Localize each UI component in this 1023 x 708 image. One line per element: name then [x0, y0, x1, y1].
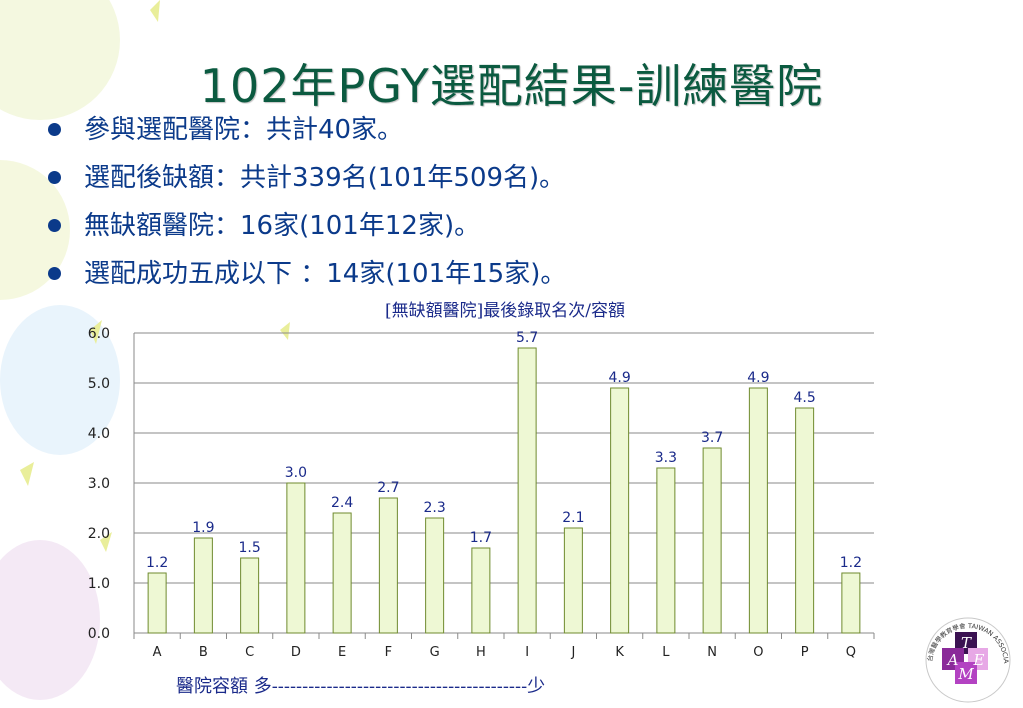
data-label: 4.5 — [793, 390, 815, 406]
bar — [748, 387, 768, 634]
bar — [378, 497, 398, 634]
bar — [610, 387, 630, 634]
y-tick-label: 6.0 — [88, 326, 110, 342]
x-tick-label: I — [525, 645, 529, 660]
tame-logo: 台灣醫學教育學會 TAIWAN ASSOCIATION OF MEDICAL E… — [922, 614, 1011, 703]
data-label: 3.7 — [701, 430, 723, 446]
data-label: 1.9 — [192, 520, 214, 536]
x-tick-label: L — [662, 645, 670, 660]
chart-title: [無缺額醫院]最後錄取名次/容額 — [385, 301, 625, 321]
bar — [841, 572, 861, 634]
bar — [240, 557, 260, 634]
x-tick-label: D — [291, 645, 301, 660]
slide-title: 102年PGY選配結果-訓練醫院 — [199, 59, 824, 113]
x-tick-label: A — [153, 645, 162, 660]
bar — [332, 512, 352, 634]
bullet-text: 選配後缺額：共計339名(101年509名)。 — [84, 163, 566, 193]
bar — [517, 347, 537, 634]
x-tick-label: K — [615, 645, 624, 660]
bullet-dot-icon — [48, 219, 61, 232]
data-label: 5.7 — [516, 330, 538, 346]
bar — [147, 572, 167, 634]
logo-letter-e: E — [973, 651, 985, 669]
data-label: 2.3 — [423, 500, 445, 516]
bullet-dot-icon — [48, 267, 61, 280]
bullet-dot-icon — [48, 171, 61, 184]
data-label: 2.1 — [562, 510, 584, 526]
bullet-text: 無缺額醫院：16家(101年12家)。 — [84, 211, 481, 241]
bullet-dot-icon — [48, 123, 61, 136]
x-tick-label: C — [245, 645, 254, 660]
data-label: 4.9 — [747, 370, 769, 386]
footnote: 醫院容額 多----------------------------------… — [176, 676, 546, 697]
bullet-list: 參與選配醫院：共計40家。 選配後缺額：共計339名(101年509名)。 無缺… — [48, 110, 566, 302]
data-label: 2.7 — [377, 480, 399, 496]
x-tick-label: H — [476, 645, 486, 660]
x-tick-label: P — [801, 645, 809, 660]
data-label: 3.0 — [285, 465, 307, 481]
bullet-item: 選配後缺額：共計339名(101年509名)。 — [48, 158, 566, 206]
data-label: 3.3 — [655, 450, 677, 466]
data-label: 4.9 — [608, 370, 630, 386]
logo-letter-a: A — [946, 651, 959, 669]
bullet-item: 參與選配醫院：共計40家。 — [48, 110, 566, 158]
bar — [471, 547, 491, 634]
y-tick-label: 4.0 — [88, 426, 110, 442]
bullet-item: 無缺額醫院：16家(101年12家)。 — [48, 206, 566, 254]
bar — [795, 407, 815, 634]
data-label: 1.2 — [146, 555, 168, 571]
data-label: 2.4 — [331, 495, 353, 511]
bar — [702, 447, 722, 634]
y-tick-label: 2.0 — [88, 526, 110, 542]
x-tick-label: E — [338, 645, 346, 660]
data-label: 1.2 — [840, 555, 862, 571]
bar — [193, 537, 213, 634]
y-tick-label: 5.0 — [88, 376, 110, 392]
bar — [286, 482, 306, 634]
bullet-text: 選配成功五成以下 ：14家(101年15家)。 — [84, 259, 567, 289]
y-tick-label: 1.0 — [88, 576, 110, 592]
x-tick-label: O — [753, 645, 763, 660]
bar — [563, 527, 583, 634]
logo-letter-m: M — [957, 665, 974, 683]
x-tick-label: F — [385, 645, 392, 660]
bullet-text: 參與選配醫院：共計40家。 — [84, 115, 404, 145]
x-tick-label: B — [199, 645, 208, 660]
x-tick-label: Q — [846, 645, 856, 660]
bar — [656, 467, 676, 634]
data-label: 1.7 — [470, 530, 492, 546]
bar — [425, 517, 445, 634]
data-label: 1.5 — [238, 540, 260, 556]
x-tick-label: N — [707, 645, 717, 660]
y-tick-label: 3.0 — [88, 476, 110, 492]
x-tick-label: J — [570, 645, 575, 660]
bullet-item: 選配成功五成以下 ：14家(101年15家)。 — [48, 254, 566, 302]
x-tick-label: G — [430, 645, 440, 660]
logo-letter-t: T — [961, 634, 972, 652]
y-tick-label: 0.0 — [88, 626, 110, 642]
